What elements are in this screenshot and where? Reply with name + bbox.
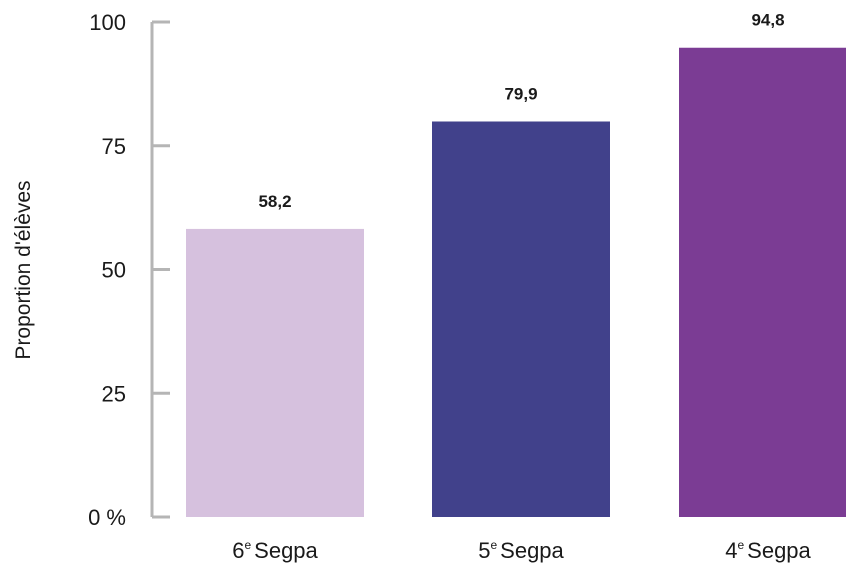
y-tick-label: 100	[89, 10, 126, 35]
category-label: 4e Segpa	[725, 538, 811, 563]
bar	[679, 47, 846, 518]
category-label: 5e Segpa	[478, 538, 564, 563]
bar-value-label: 79,9	[504, 84, 537, 103]
bars	[186, 47, 846, 518]
bar-value-label: 58,2	[258, 192, 291, 211]
labels: 58,2 6e Segpa 79,9 5e Segpa 94,8 4e Segpa	[232, 11, 811, 563]
y-axis: 0 % 25 50 75 100	[88, 10, 170, 530]
y-tick-label: 75	[102, 134, 126, 159]
category-label: 6e Segpa	[232, 538, 318, 563]
y-tick-label: 25	[102, 381, 126, 406]
bar	[186, 228, 364, 517]
y-tick-label: 0 %	[88, 505, 126, 530]
y-axis-title: Proportion d'élèves	[12, 180, 35, 359]
bar-value-label: 94,8	[751, 11, 784, 30]
y-tick-label: 50	[102, 258, 126, 283]
bar	[432, 121, 610, 518]
